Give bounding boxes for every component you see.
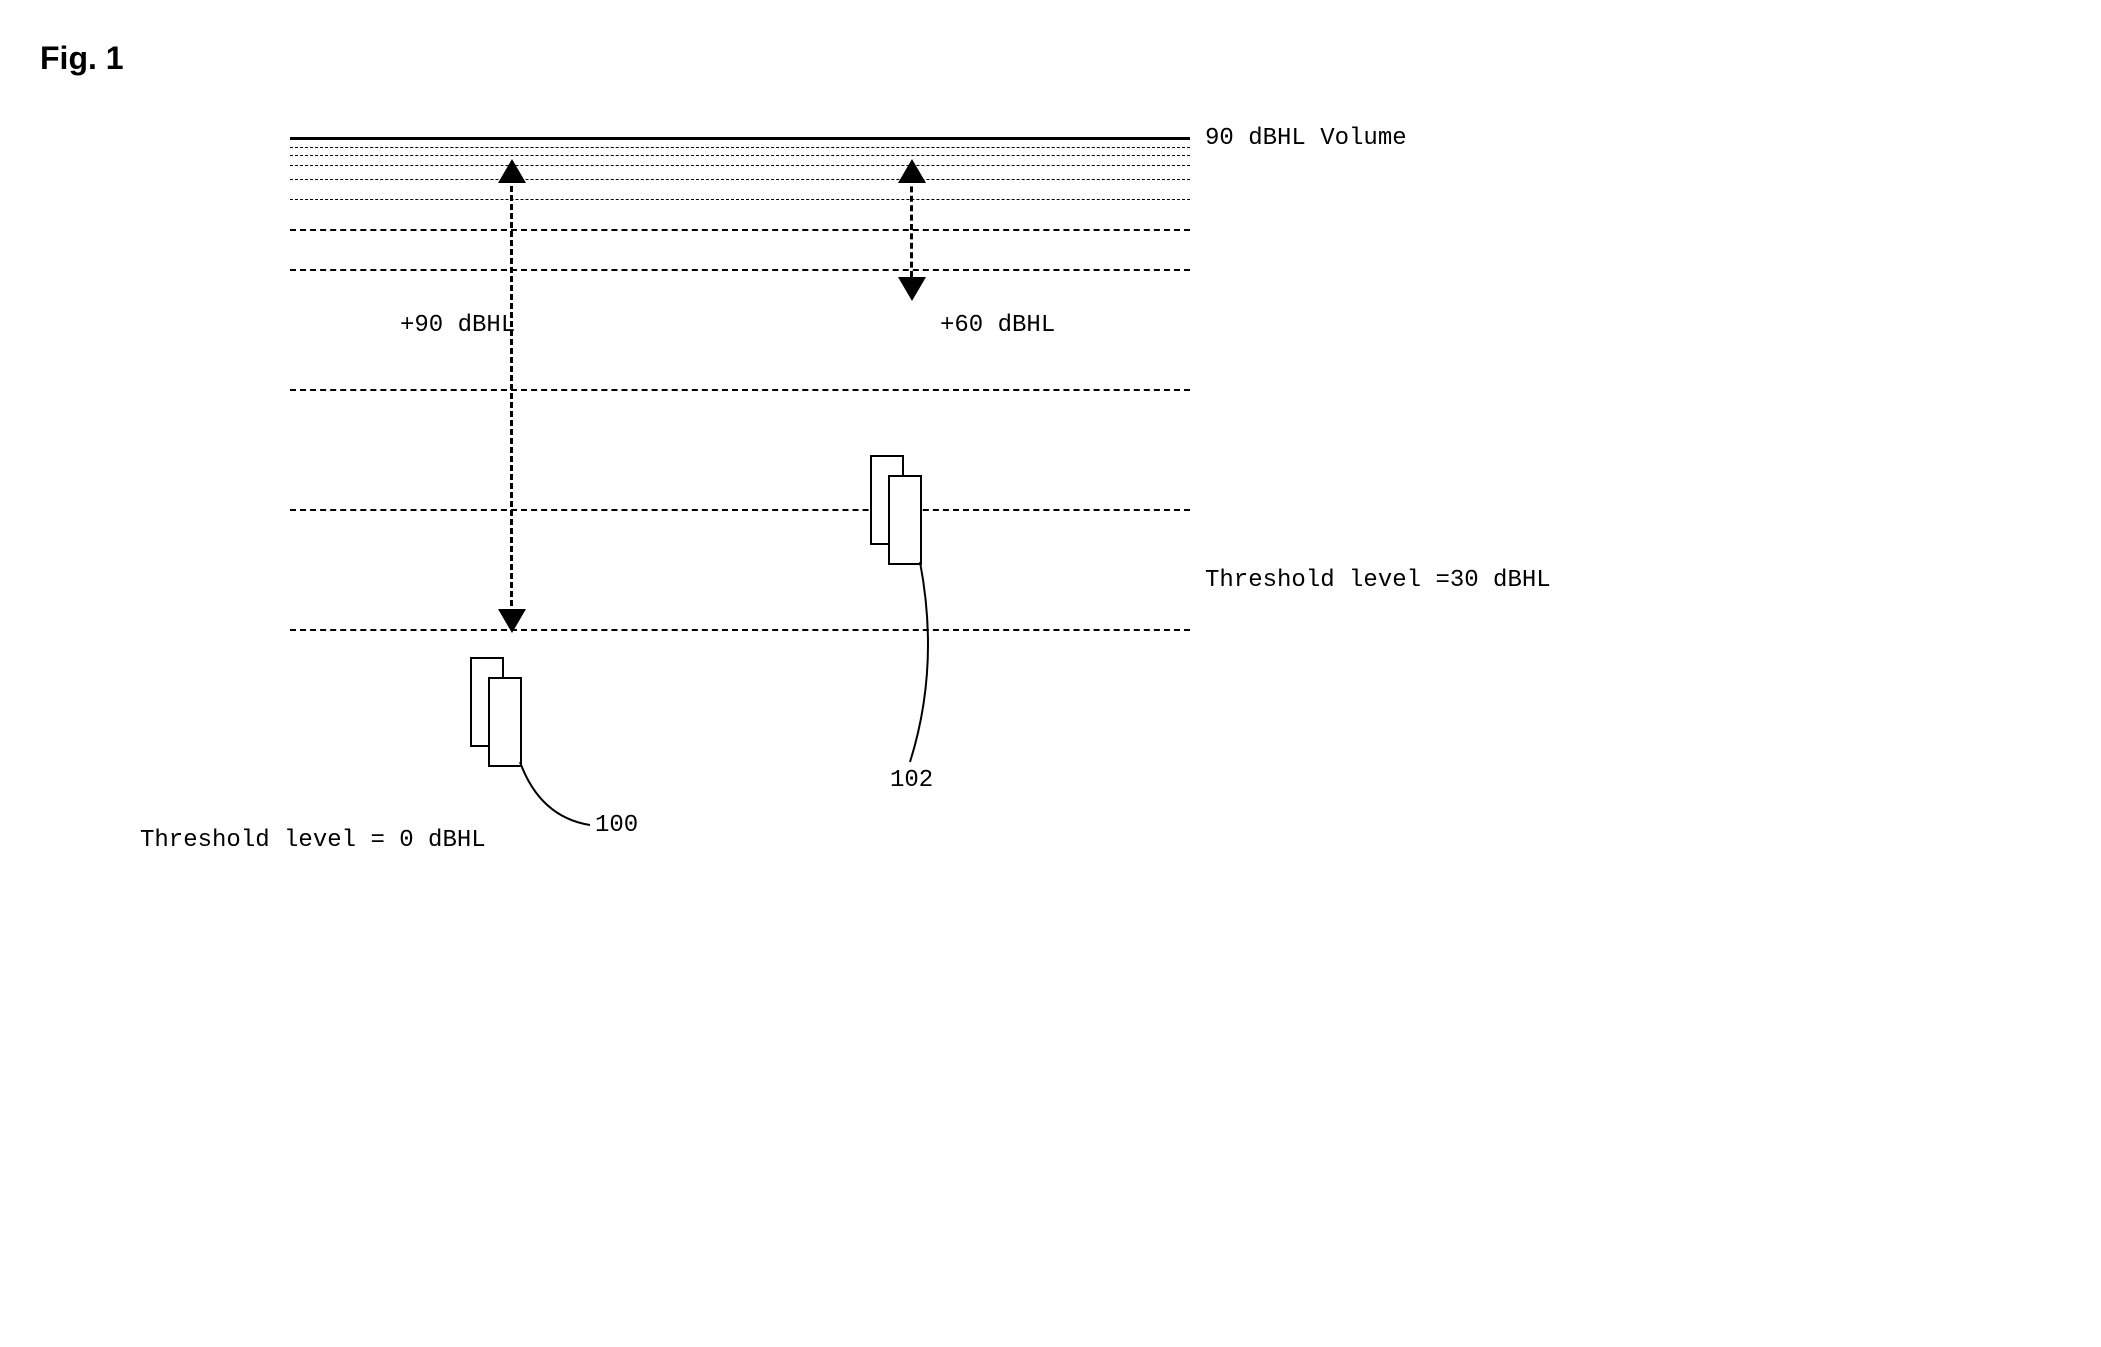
label-ref-102: 102	[890, 767, 933, 794]
diagram-canvas: 90 dBHL Volume +90 dBHL +60 dBHL Thresho…	[140, 137, 1540, 1037]
label-threshold-0: Threshold level = 0 dBHL	[140, 827, 486, 854]
label-ref-100: 100	[595, 812, 638, 839]
figure-title: Fig. 1	[40, 40, 2061, 77]
leader-lines	[140, 137, 1540, 1037]
